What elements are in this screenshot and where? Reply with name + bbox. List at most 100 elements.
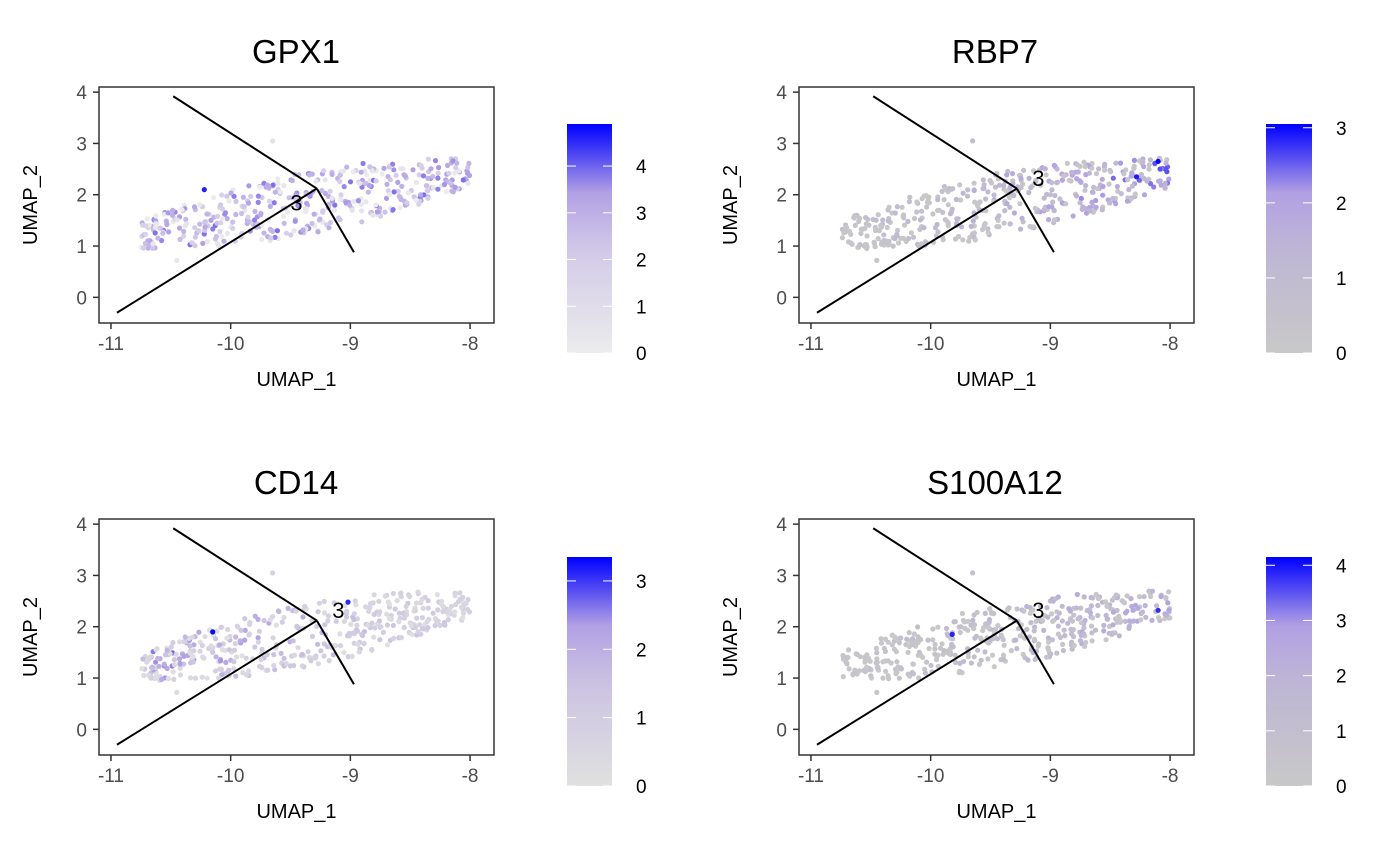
cell-point (321, 168, 327, 174)
cell-point (165, 210, 171, 216)
cell-point (181, 639, 187, 645)
cell-point (932, 225, 939, 231)
cell-point (1149, 617, 1155, 623)
cell-point (171, 662, 177, 668)
cell-point (183, 221, 189, 227)
node-label: 3 (1032, 598, 1044, 623)
cell-point (905, 671, 911, 677)
cell-point (331, 207, 338, 213)
cell-point (270, 570, 276, 576)
cell-point (285, 605, 291, 612)
cell-point (157, 225, 163, 231)
cell-point (246, 183, 252, 189)
cell-point (288, 232, 294, 238)
colorbar-tick-label: 0 (1336, 777, 1347, 798)
cell-point (960, 237, 966, 243)
cell-point (1166, 589, 1172, 595)
cell-point (246, 668, 252, 674)
cell-point (958, 624, 964, 630)
cell-point (202, 219, 208, 225)
cell-point (213, 654, 219, 660)
cell-point (856, 244, 862, 250)
cell-point (986, 625, 992, 631)
cell-point (1162, 611, 1168, 617)
cell-point (369, 620, 375, 626)
cell-point (902, 222, 908, 228)
cell-point (346, 630, 352, 637)
cell-point (921, 193, 927, 199)
cell-point (1141, 164, 1147, 170)
cell-point (1164, 169, 1170, 175)
cell-point (1014, 646, 1020, 652)
chart-panel-gpx1: GPX1 3 -11 -10 -9 -8 0 1 2 3 4 UMAP_1 UMAP_2 0 1 2 3 4 (20, 33, 647, 391)
cell-point (215, 213, 221, 219)
cell-point (322, 190, 328, 196)
cell-point (965, 193, 971, 199)
cell-point (1106, 630, 1112, 636)
panel-title: S100A12 (927, 464, 1063, 501)
cell-point (224, 193, 230, 199)
cell-point (1120, 599, 1126, 605)
cell-point (211, 195, 217, 201)
cell-point (1017, 201, 1023, 207)
cell-point (896, 640, 903, 646)
cell-point (1031, 168, 1037, 174)
cell-point (1084, 607, 1090, 614)
cell-point (1050, 199, 1056, 205)
cell-point (1082, 187, 1088, 193)
cell-point (1051, 617, 1057, 624)
cell-point (212, 636, 219, 642)
cell-point (230, 219, 236, 225)
cell-point (370, 212, 376, 218)
cell-point (850, 672, 856, 678)
cell-point (864, 245, 870, 251)
cell-point (466, 172, 473, 179)
cell-point (322, 177, 328, 183)
cell-point (342, 603, 348, 609)
x-tick-label: -11 (98, 766, 124, 787)
cell-point (217, 642, 223, 648)
colorbar-tick-label: 3 (1336, 611, 1347, 632)
cell-point (192, 234, 198, 240)
cell-point (858, 230, 864, 237)
cell-point (217, 658, 224, 664)
cell-point (276, 608, 282, 615)
cell-point (223, 659, 229, 666)
cell-point (1126, 618, 1132, 624)
cell-point (918, 652, 924, 658)
cell-point (994, 224, 1000, 230)
cell-point (1077, 200, 1083, 206)
cell-point (972, 237, 978, 243)
y-tick-label: 4 (76, 83, 87, 104)
cell-point (291, 228, 297, 234)
cell-point (1025, 657, 1031, 663)
cell-point (219, 233, 225, 240)
cell-point (325, 618, 331, 624)
cell-point (1132, 191, 1138, 197)
cell-point (989, 180, 995, 186)
cell-point (177, 236, 183, 242)
cell-point (409, 631, 415, 637)
cell-point (420, 626, 426, 632)
cell-point (1165, 600, 1171, 606)
cell-point (1045, 614, 1051, 620)
cell-point (863, 215, 869, 221)
cell-point (971, 230, 978, 236)
cell-point (878, 640, 885, 646)
chart-panel-rbp7: RBP7 3 -11 -10 -9 -8 0 1 2 3 4 UMAP_1 UMAP_2 0 1 2 3 (720, 33, 1347, 391)
cell-point (187, 650, 193, 656)
cell-points (139, 570, 473, 696)
cell-point (381, 165, 387, 171)
cell-point (252, 644, 258, 650)
cell-point (1011, 193, 1017, 199)
cell-point (267, 617, 273, 623)
cell-point (308, 658, 314, 664)
cell-point (434, 592, 440, 598)
cell-point (843, 659, 849, 665)
cell-point (941, 197, 947, 203)
cell-point (430, 173, 436, 179)
cell-point (970, 617, 976, 624)
cell-point (1138, 617, 1144, 623)
cell-point (416, 172, 422, 178)
cell-point (1041, 627, 1047, 633)
